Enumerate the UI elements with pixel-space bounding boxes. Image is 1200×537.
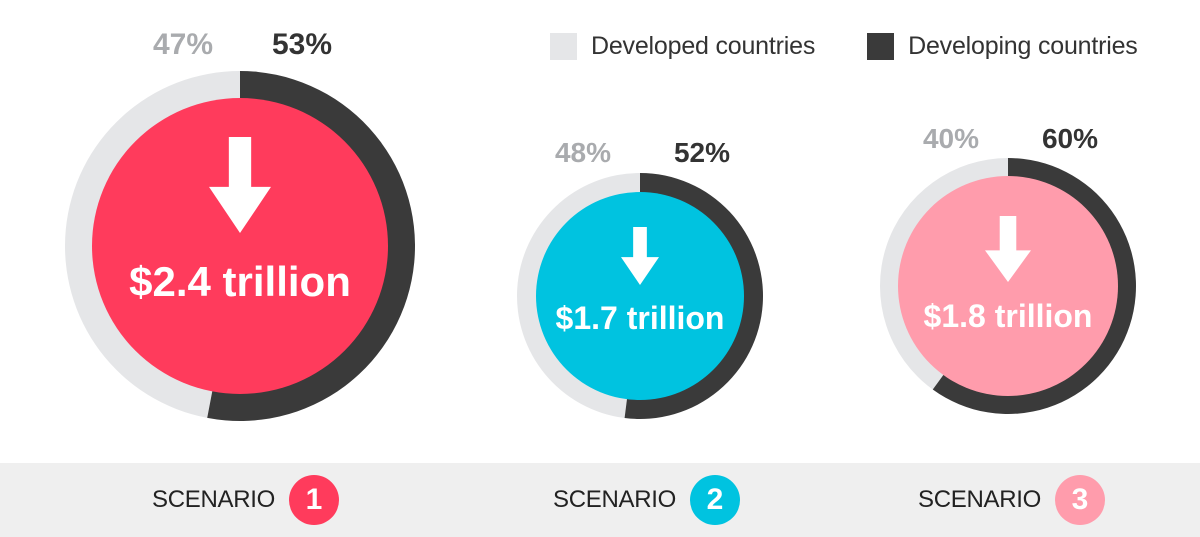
scenario-2-amount: $1.7 trillion [556,300,725,336]
legend-swatch-developed [550,32,577,60]
scenario-3-label-group: SCENARIO 3 [918,474,1105,526]
scenario-1-developed-arc [65,71,240,418]
scenario-3-developed-pct: 40% [923,123,979,154]
scenario-1-circle [92,98,388,394]
scenario-2-chart: $1.7 trillion 48% 52% [516,137,763,419]
scenario-3-developed-arc [880,158,1008,390]
scenario-2-label: SCENARIO [553,486,676,513]
scenario-1-developing-pct: 53% [272,28,332,61]
scenario-band [0,463,1200,537]
scenario-3-amount: $1.8 trillion [924,298,1093,334]
legend-label-developing: Developing countries [908,31,1138,60]
scenario-1-amount: $2.4 trillion [129,258,351,305]
scenario-2-badge: 2 [689,475,740,525]
scenario-2-developed-pct: 48% [555,137,611,168]
scenario-3-down-arrow-icon [985,216,1031,282]
scenario-1-badge: 1 [288,475,339,525]
legend-item-developed: Developed countries [550,32,815,61]
scenario-2-developing-pct: 52% [674,137,730,168]
scenario-2-developed-arc [516,173,640,419]
legend-label-developed: Developed countries [591,31,816,60]
scenario-2-developing-arc [624,173,763,419]
legend-item-developing: Developing countries [867,31,1138,61]
scenario-1-down-arrow-icon [209,137,271,233]
scenario-1-chart: $2.4 trillion 47% 53% [65,28,416,421]
scenario-1-label-group: SCENARIO 1 [152,474,339,526]
scenario-1-developed-pct: 47% [153,28,213,61]
scenario-1-developing-arc [207,71,416,421]
scenario-2-circle [536,192,744,400]
scenario-3-chart: $1.8 trillion 40% 60% [880,123,1136,414]
scenario-3-developing-arc [932,158,1136,414]
scenario-2-label-group: SCENARIO 2 [553,474,740,526]
scenario-3-circle [898,176,1118,396]
scenario-3-badge: 3 [1054,475,1105,525]
scenario-3-developing-pct: 60% [1042,123,1098,154]
scenario-1-label: SCENARIO [152,486,275,513]
legend: Developed countries Developing countries [550,28,1190,64]
scenario-3-label: SCENARIO [918,486,1041,513]
legend-swatch-developing [867,32,895,60]
scenario-2-down-arrow-icon [621,227,659,285]
